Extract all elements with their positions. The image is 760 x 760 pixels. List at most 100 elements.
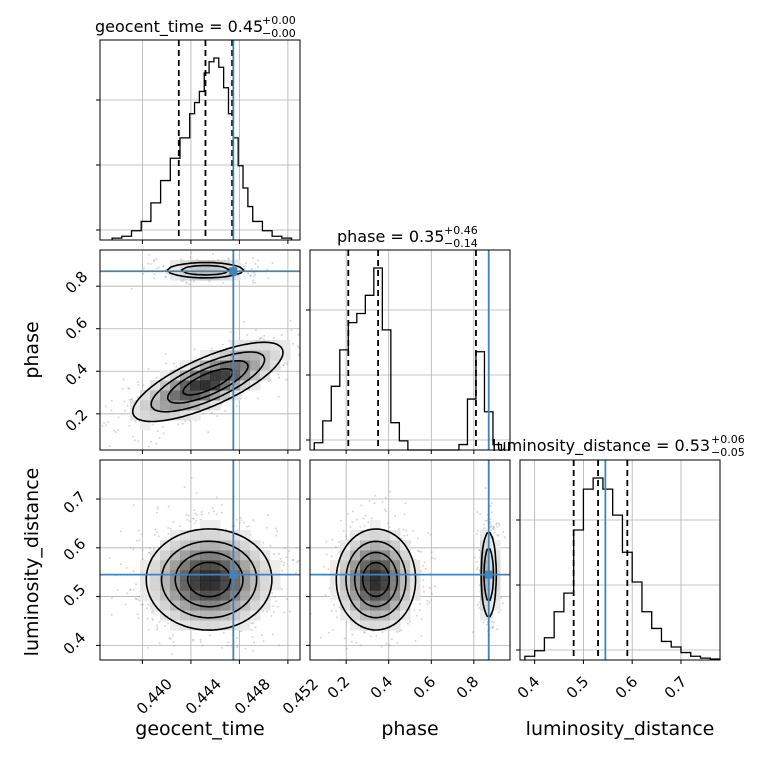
sample-point xyxy=(271,592,274,594)
tick-label: 0.7 xyxy=(60,488,90,518)
sample-point xyxy=(249,275,252,278)
sample-point xyxy=(350,327,352,329)
sample-point xyxy=(229,330,232,333)
sample-point xyxy=(175,365,178,368)
sample-point xyxy=(117,416,120,419)
sample-point xyxy=(132,588,135,591)
sample-point xyxy=(185,282,188,285)
sample-point xyxy=(173,644,176,647)
density-cell xyxy=(370,550,381,561)
density-cell xyxy=(220,380,231,391)
sample-point xyxy=(248,525,250,528)
density-cell xyxy=(210,390,221,401)
contour-line xyxy=(186,561,232,598)
sample-point xyxy=(147,628,150,631)
quantile-lines xyxy=(347,250,490,450)
truth-marker xyxy=(229,267,238,276)
sample-point xyxy=(406,534,409,537)
tick-label: 0.444 xyxy=(182,675,225,718)
sample-point xyxy=(187,514,190,517)
sample-point xyxy=(110,613,113,616)
sample-point xyxy=(201,513,204,516)
sample-point xyxy=(153,547,156,550)
sample-point xyxy=(192,280,195,283)
sample-point xyxy=(363,524,366,527)
truth-marker xyxy=(229,570,238,579)
panel-luminosity-distance-vs-geocent-time xyxy=(96,459,313,665)
density-cell xyxy=(260,560,271,571)
sample-point xyxy=(355,518,358,521)
axes-frame xyxy=(99,249,301,451)
sample-point xyxy=(489,523,492,526)
sample-point xyxy=(200,641,202,643)
sample-point xyxy=(199,638,202,641)
density-cell xyxy=(190,380,201,391)
density-cell xyxy=(390,550,401,561)
density-phase-vs-geocent-time xyxy=(96,251,352,450)
density-cell xyxy=(190,400,201,411)
density-cell xyxy=(240,540,251,551)
density-cell xyxy=(140,590,151,601)
sample-point xyxy=(262,541,265,544)
sample-point xyxy=(96,424,98,426)
sample-point xyxy=(390,638,393,641)
sample-point xyxy=(416,549,419,552)
density-cell xyxy=(180,400,191,411)
sample-point xyxy=(240,519,243,522)
density-cell xyxy=(160,540,171,551)
x-axis-label-geocent-time: geocent_time xyxy=(135,718,264,740)
density-cell xyxy=(200,380,211,391)
tick-label: 0.4 xyxy=(62,360,92,390)
contour-line xyxy=(174,551,244,608)
sample-point xyxy=(201,644,204,647)
sample-point xyxy=(263,334,266,337)
density-cell xyxy=(180,370,191,381)
sample-point xyxy=(266,268,269,271)
contour-line xyxy=(132,261,284,423)
sample-point xyxy=(121,387,124,390)
sample-point xyxy=(153,260,156,263)
sample-point xyxy=(151,617,154,620)
sample-point xyxy=(148,445,150,448)
sample-point xyxy=(226,644,229,647)
sample-point xyxy=(167,533,170,535)
sample-point xyxy=(130,287,133,290)
density-cell xyxy=(200,400,211,411)
sample-point xyxy=(490,616,493,619)
density-cell xyxy=(360,620,371,631)
sample-point xyxy=(419,603,421,605)
sample-point xyxy=(420,635,423,637)
sample-point xyxy=(277,395,280,398)
sample-point xyxy=(253,641,256,644)
sample-point xyxy=(424,567,427,570)
density-cell xyxy=(410,560,421,571)
sample-point xyxy=(490,511,493,514)
sample-point xyxy=(325,553,328,556)
sample-point xyxy=(194,663,196,665)
sample-point xyxy=(133,439,136,442)
density-cell xyxy=(200,540,211,551)
density-cell xyxy=(260,600,271,611)
sample-point xyxy=(311,583,313,585)
density-cell xyxy=(250,380,261,391)
sample-point xyxy=(158,642,161,645)
sample-point xyxy=(153,273,156,276)
density-cell xyxy=(490,600,501,611)
sample-point xyxy=(190,477,193,480)
density-cell xyxy=(330,590,341,601)
sample-point xyxy=(430,551,433,554)
x-tick-labels-luminosity-distance: 0.4 0.5 0.6 0.7 xyxy=(514,673,691,703)
sample-point xyxy=(282,564,285,567)
tick-label: 0.5 xyxy=(563,673,593,703)
sample-point xyxy=(476,511,479,514)
sample-point xyxy=(272,610,275,613)
sample-point xyxy=(140,533,143,536)
density-cell xyxy=(370,600,381,611)
y-axis-label-luminosity-distance: luminosity_distance xyxy=(21,468,43,657)
sample-point xyxy=(155,257,158,260)
density-cell xyxy=(270,340,281,351)
tick-marks xyxy=(306,309,475,454)
sample-point xyxy=(355,641,358,644)
sample-point xyxy=(140,603,142,606)
